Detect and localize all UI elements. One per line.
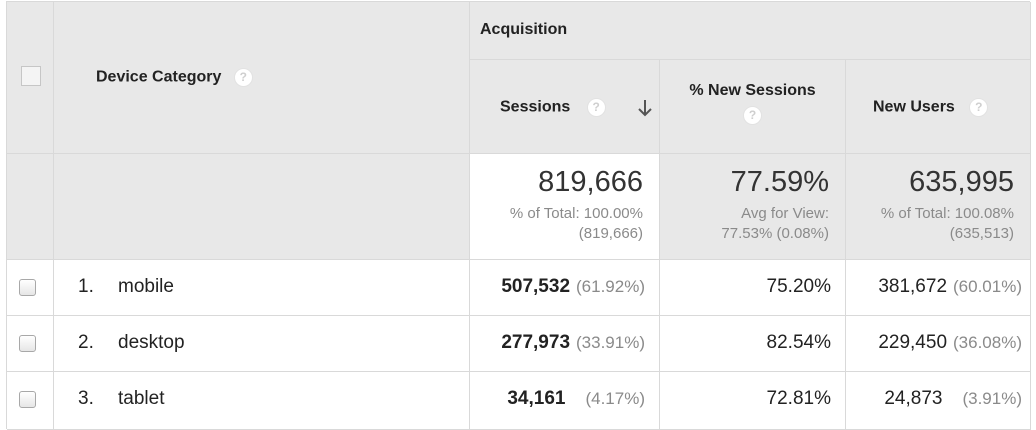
dimension-header-cell: Device Category ? [54, 2, 470, 154]
row-checkbox[interactable] [19, 391, 36, 408]
new-sessions-total-cell: 77.59% Avg for View: 77.53% (0.08%) [660, 154, 846, 260]
sessions-value: 507,532 [501, 276, 571, 297]
new-users-total-percent: % of Total: 100.08% [880, 205, 1014, 222]
row-checkbox-cell [7, 372, 54, 430]
row-rank: 1. [78, 276, 94, 297]
sessions-percent: (61.92%) [576, 277, 645, 296]
sessions-total-base: (819,666) [578, 225, 643, 242]
new-sessions-avg-value: 77.53% (0.08%) [721, 225, 829, 242]
table-row-dimension: 3. tablet [54, 372, 470, 430]
question-mark-icon[interactable]: ? [743, 106, 762, 125]
sessions-cell: 277,973 (33.91%) [470, 316, 660, 372]
new-sessions-cell: 82.54% [660, 316, 846, 372]
select-all-header-cell [7, 2, 54, 154]
sessions-header-cell[interactable]: Sessions ? [470, 60, 660, 154]
sessions-percent: (33.91%) [576, 333, 645, 352]
new-sessions-total-value: 77.59% [730, 166, 829, 198]
table-row-dimension: 1. mobile [54, 260, 470, 316]
sessions-value: 34,161 [507, 388, 566, 409]
new-users-cell: 229,450 (36.08%) [846, 316, 1031, 372]
arrow-down-icon[interactable] [637, 98, 653, 118]
acquisition-group-header: Acquisition [470, 2, 1031, 60]
new-users-total-value: 635,995 [909, 166, 1014, 198]
new-users-cell: 24,873 (3.91%) [846, 372, 1031, 430]
row-checkbox[interactable] [19, 279, 36, 296]
totals-label-cell [54, 154, 470, 260]
sessions-percent: (4.17%) [585, 389, 645, 408]
row-checkbox-cell [7, 260, 54, 316]
sessions-cell: 507,532 (61.92%) [470, 260, 660, 316]
device-link[interactable]: desktop [118, 332, 185, 353]
new-users-total-subtext: % of Total: 100.08% (635,513) [881, 204, 1014, 244]
new-sessions-total-subtext: Avg for View: 77.53% (0.08%) [721, 204, 829, 244]
question-mark-icon[interactable]: ? [969, 98, 989, 117]
acquisition-label: Acquisition [480, 21, 568, 38]
new-users-cell: 381,672 (60.01%) [846, 260, 1031, 316]
new-users-value: 381,672 [878, 276, 948, 297]
row-checkbox-cell [7, 316, 54, 372]
select-all-checkbox[interactable] [21, 66, 41, 86]
new-users-percent: (60.01%) [953, 277, 1022, 296]
new-users-percent: (36.08%) [953, 333, 1022, 352]
new-sessions-value: 75.20% [766, 276, 831, 297]
question-mark-icon[interactable]: ? [233, 68, 253, 87]
sessions-header[interactable]: Sessions [500, 98, 571, 116]
new-sessions-value: 72.81% [766, 388, 831, 409]
device-category-report-table: Device Category ? Acquisition Sessions ?… [6, 1, 1031, 430]
row-rank: 2. [78, 332, 94, 353]
totals-blank-cell [7, 154, 54, 260]
device-link[interactable]: tablet [118, 388, 165, 409]
new-sessions-header-cell[interactable]: % New Sessions ? [660, 60, 846, 154]
sessions-total-cell: 819,666 % of Total: 100.00% (819,666) [470, 154, 660, 260]
new-sessions-cell: 75.20% [660, 260, 846, 316]
table-row-dimension: 2. desktop [54, 316, 470, 372]
new-users-total-cell: 635,995 % of Total: 100.08% (635,513) [846, 154, 1031, 260]
sessions-value: 277,973 [501, 332, 571, 353]
new-users-value: 229,450 [878, 332, 948, 353]
sessions-total-percent: % of Total: 100.00% [509, 205, 643, 222]
new-users-total-base: (635,513) [949, 225, 1014, 242]
new-users-percent: (3.91%) [962, 389, 1022, 408]
new-sessions-cell: 72.81% [660, 372, 846, 430]
new-sessions-header[interactable]: % New Sessions [689, 82, 816, 99]
device-link[interactable]: mobile [118, 276, 174, 297]
new-sessions-value: 82.54% [766, 332, 831, 353]
sessions-total-value: 819,666 [538, 166, 643, 198]
sessions-cell: 34,161 (4.17%) [470, 372, 660, 430]
question-mark-icon[interactable]: ? [586, 98, 606, 117]
sessions-total-subtext: % of Total: 100.00% (819,666) [510, 204, 643, 244]
new-users-header[interactable]: New Users [873, 98, 955, 116]
new-users-value: 24,873 [884, 388, 943, 409]
device-category-header[interactable]: Device Category [96, 68, 222, 86]
new-users-header-cell[interactable]: New Users ? [846, 60, 1031, 154]
row-checkbox[interactable] [19, 335, 36, 352]
new-sessions-avg-label: Avg for View: [741, 205, 829, 222]
row-rank: 3. [78, 388, 94, 409]
